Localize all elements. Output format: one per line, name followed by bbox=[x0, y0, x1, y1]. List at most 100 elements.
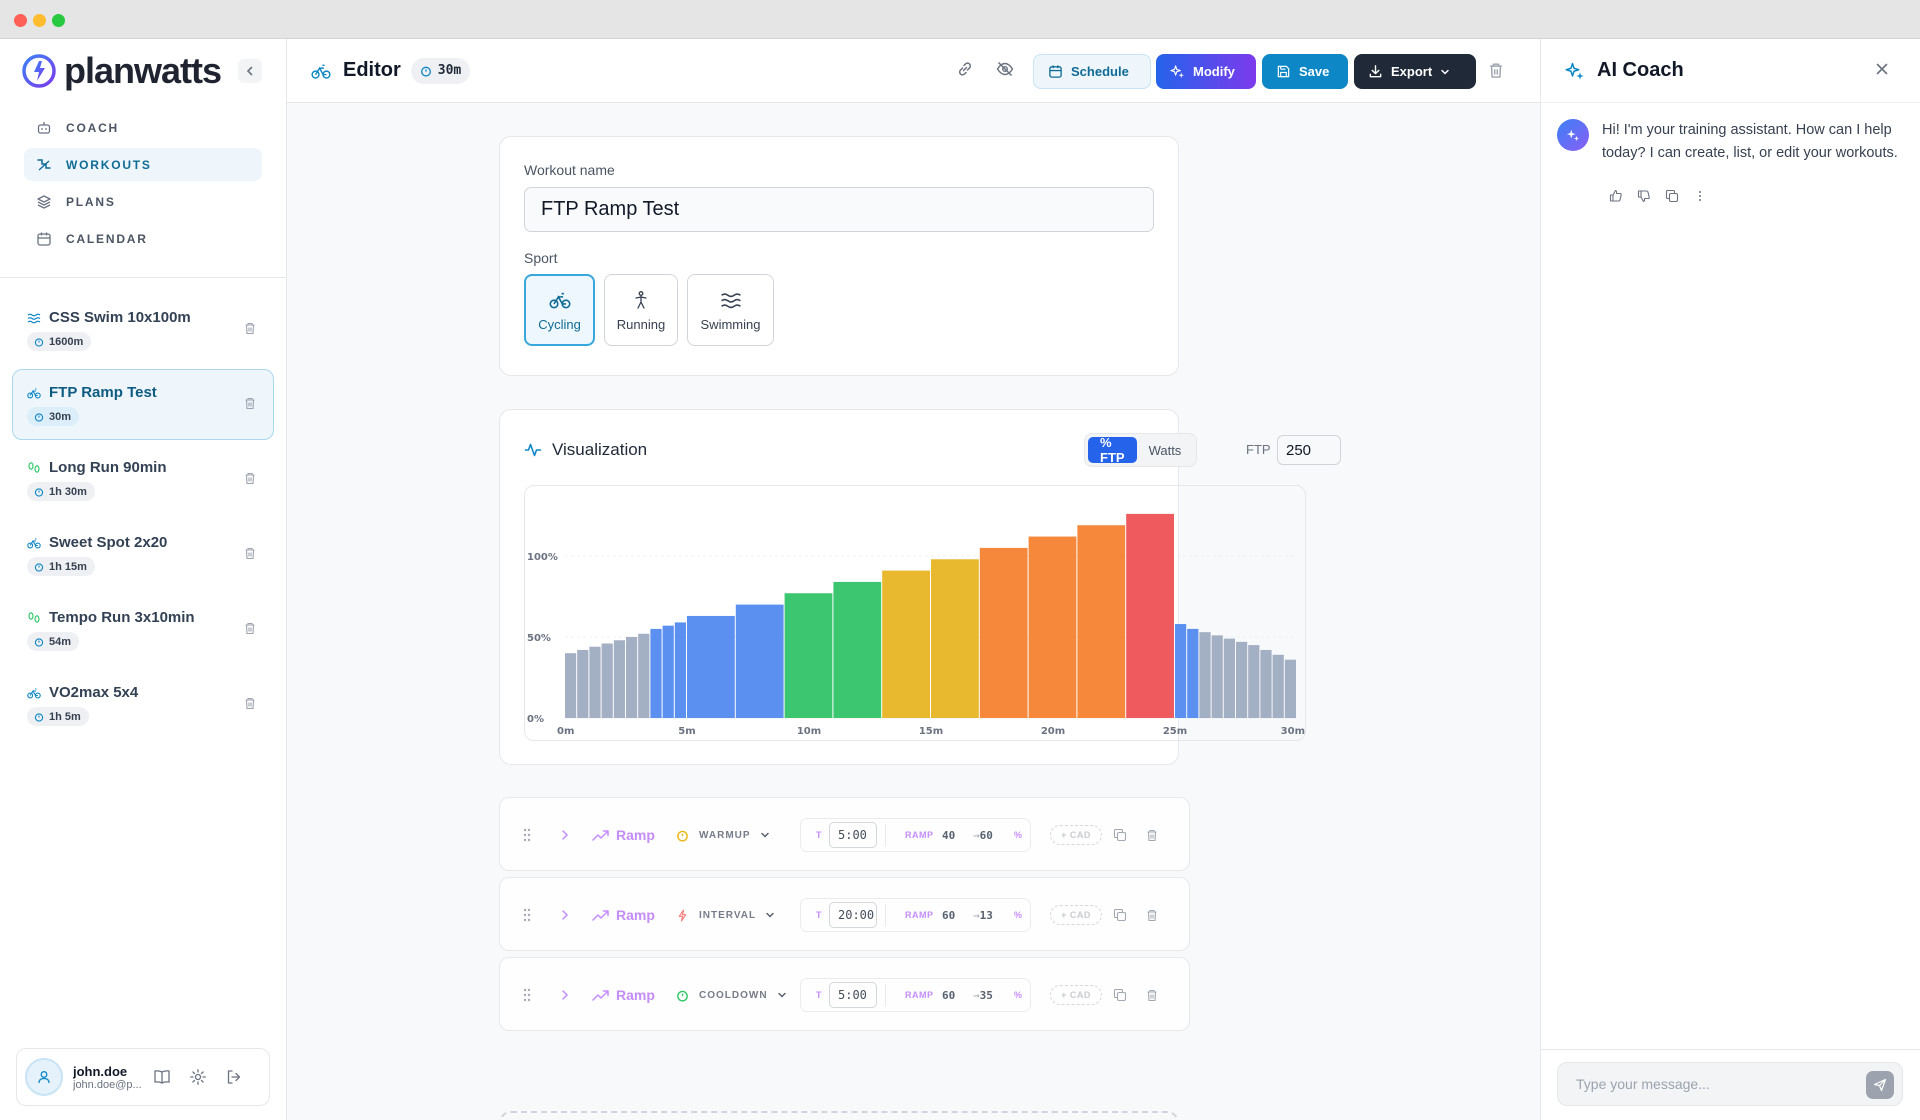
user-email: john.doe@p... bbox=[73, 1078, 142, 1091]
chart-bar bbox=[589, 646, 601, 718]
time-value: 20:00 bbox=[838, 908, 875, 922]
grip-icon bbox=[523, 988, 531, 1002]
sport-cycling-button[interactable]: Cycling bbox=[524, 274, 595, 346]
workout-list-item[interactable]: Tempo Run 3x10min 54m bbox=[12, 594, 274, 665]
calendar-icon bbox=[1049, 65, 1062, 78]
ai-coach-panel: AI Coach Hi! I'm your training assistant… bbox=[1540, 39, 1920, 1120]
ramp-to-input[interactable]: 13 bbox=[979, 908, 993, 922]
sport-running-button[interactable]: Running bbox=[604, 274, 678, 346]
timer-icon bbox=[34, 637, 44, 647]
trash-icon[interactable] bbox=[243, 621, 257, 635]
collapse-sidebar-button[interactable] bbox=[238, 59, 262, 83]
bike-icon bbox=[27, 537, 41, 548]
trash-icon[interactable] bbox=[243, 321, 257, 335]
add-step-dropzone[interactable] bbox=[499, 1111, 1179, 1120]
copy-icon[interactable] bbox=[1113, 988, 1127, 1002]
thumbs-down-icon[interactable] bbox=[1637, 189, 1651, 203]
drag-handle[interactable] bbox=[522, 798, 532, 872]
add-cadence-button[interactable]: + CAD bbox=[1050, 825, 1102, 845]
trash-icon[interactable] bbox=[1145, 908, 1159, 922]
workout-list-item[interactable]: Sweet Spot 2x20 1h 15m bbox=[12, 519, 274, 590]
workout-list-item[interactable]: CSS Swim 10x100m 1600m bbox=[12, 294, 274, 365]
export-button[interactable]: Export bbox=[1354, 54, 1476, 89]
thumbs-up-icon[interactable] bbox=[1609, 189, 1623, 203]
chart-bar bbox=[687, 615, 735, 718]
copy-icon[interactable] bbox=[1113, 908, 1127, 922]
nav-item-workouts[interactable]: WORKOUTS bbox=[24, 148, 262, 181]
workout-name-input[interactable]: FTP Ramp Test bbox=[524, 187, 1154, 232]
workout-title: VO2max 5x4 bbox=[49, 684, 139, 701]
time-input[interactable]: 20:00 bbox=[829, 902, 877, 928]
workout-title: Sweet Spot 2x20 bbox=[49, 534, 168, 551]
step-params bbox=[800, 978, 1031, 1012]
drag-handle[interactable] bbox=[522, 958, 532, 1032]
copy-icon[interactable] bbox=[1665, 189, 1679, 203]
trash-icon[interactable] bbox=[243, 471, 257, 485]
send-button[interactable] bbox=[1866, 1071, 1894, 1099]
chart-bar bbox=[1272, 654, 1284, 718]
ftp-input[interactable]: 250 bbox=[1277, 435, 1341, 465]
add-cadence-button[interactable]: + CAD bbox=[1050, 905, 1102, 925]
step-params bbox=[800, 898, 1031, 932]
maximize-window-icon[interactable] bbox=[52, 14, 65, 27]
duration-text: 1h 15m bbox=[49, 560, 87, 573]
gear-icon[interactable] bbox=[189, 1068, 207, 1086]
link-icon[interactable] bbox=[955, 59, 975, 79]
eye-off-icon[interactable] bbox=[995, 59, 1015, 79]
trash-icon[interactable] bbox=[1145, 988, 1159, 1002]
trash-icon[interactable] bbox=[243, 396, 257, 410]
close-icon[interactable] bbox=[1874, 61, 1890, 77]
download-icon bbox=[1369, 65, 1382, 78]
zone-select[interactable]: INTERVAL bbox=[676, 878, 776, 952]
ramp-from-input[interactable]: 40 bbox=[942, 828, 956, 842]
time-input[interactable]: 5:00 bbox=[829, 822, 877, 848]
trash-icon[interactable] bbox=[243, 546, 257, 560]
duration-text: 1h 30m bbox=[49, 485, 87, 498]
avatar[interactable] bbox=[25, 1058, 63, 1096]
ramp-from-input[interactable]: 60 bbox=[942, 908, 956, 922]
time-input[interactable]: 5:00 bbox=[829, 982, 877, 1008]
duration-badge: 1h 5m bbox=[27, 707, 89, 726]
expand-step-button[interactable] bbox=[560, 878, 570, 952]
book-icon[interactable] bbox=[153, 1068, 171, 1086]
modify-button[interactable]: Modify bbox=[1156, 54, 1256, 89]
drag-handle[interactable] bbox=[522, 878, 532, 952]
chart-bar bbox=[613, 640, 625, 718]
zone-select[interactable]: WARMUP bbox=[676, 798, 771, 872]
workout-list-item[interactable]: Long Run 90min 1h 30m bbox=[12, 444, 274, 515]
nav-item-plans[interactable]: PLANS bbox=[24, 185, 262, 218]
watts-toggle[interactable]: Watts bbox=[1148, 442, 1182, 458]
delete-workout-icon[interactable] bbox=[1487, 61, 1505, 79]
close-window-icon[interactable] bbox=[14, 14, 27, 27]
assistant-message-text: Hi! I'm your training assistant. How can… bbox=[1602, 122, 1898, 161]
trash-icon[interactable] bbox=[243, 696, 257, 710]
schedule-button[interactable]: Schedule bbox=[1033, 54, 1151, 89]
x-tick-label: 20m bbox=[1041, 726, 1065, 737]
chart-bar bbox=[626, 637, 638, 718]
logout-icon[interactable] bbox=[225, 1068, 243, 1086]
more-vertical-icon[interactable] bbox=[1693, 189, 1707, 203]
add-cadence-button[interactable]: + CAD bbox=[1050, 985, 1102, 1005]
copy-icon[interactable] bbox=[1113, 828, 1127, 842]
zone-select[interactable]: COOLDOWN bbox=[676, 958, 788, 1032]
bike-icon bbox=[548, 292, 571, 308]
workout-list-item[interactable]: VO2max 5x4 1h 5m bbox=[12, 669, 274, 740]
nav-item-calendar[interactable]: CALENDAR bbox=[24, 222, 262, 255]
trash-icon[interactable] bbox=[1145, 828, 1159, 842]
grip-icon bbox=[523, 908, 531, 922]
ramp-to-input[interactable]: 35 bbox=[979, 988, 993, 1002]
minimize-window-icon[interactable] bbox=[33, 14, 46, 27]
chat-composer: Type your message... bbox=[1541, 1049, 1920, 1120]
percent-ftp-toggle[interactable]: % FTP bbox=[1088, 435, 1137, 465]
save-button[interactable]: Save bbox=[1262, 54, 1348, 89]
ramp-to-input[interactable]: 60 bbox=[979, 828, 993, 842]
chart-bar bbox=[1028, 536, 1077, 718]
expand-step-button[interactable] bbox=[560, 958, 570, 1032]
sport-swimming-button[interactable]: Swimming bbox=[687, 274, 774, 346]
workout-list-item-active[interactable]: FTP Ramp Test 30m bbox=[12, 369, 274, 440]
schedule-label: Schedule bbox=[1071, 64, 1129, 79]
expand-step-button[interactable] bbox=[560, 798, 570, 872]
ramp-from-input[interactable]: 60 bbox=[942, 988, 956, 1002]
nav-item-coach[interactable]: COACH bbox=[24, 111, 262, 144]
chat-input[interactable]: Type your message... bbox=[1557, 1062, 1903, 1106]
